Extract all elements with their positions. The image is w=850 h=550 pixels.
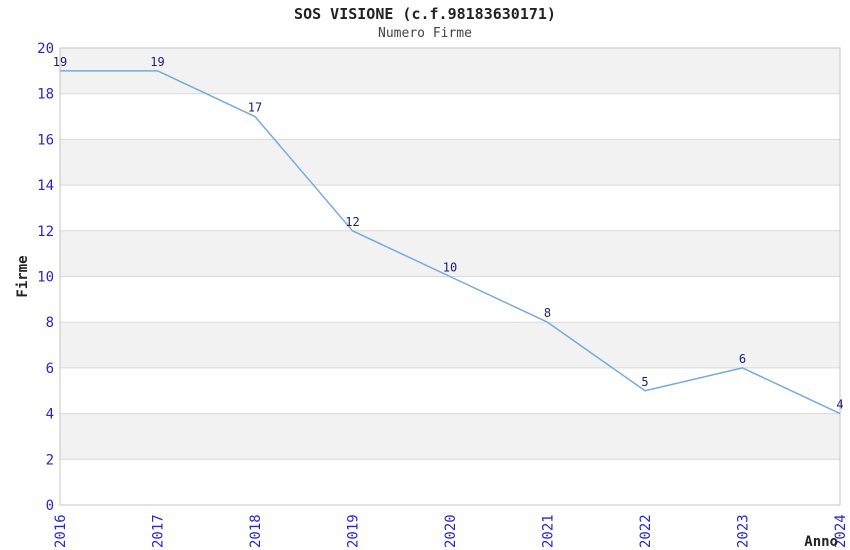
y-tick-label: 14 <box>37 178 54 194</box>
y-tick-label: 2 <box>46 452 54 468</box>
data-label: 10 <box>443 261 457 275</box>
data-label: 12 <box>345 215 359 229</box>
x-tick-label: 2024 <box>833 514 849 548</box>
x-tick-label: 2016 <box>53 514 69 548</box>
series-line <box>60 70 841 415</box>
plot-band <box>60 230 840 277</box>
y-tick-label: 10 <box>37 270 54 286</box>
plot-band <box>60 139 840 186</box>
y-axis-title: Firme <box>15 255 31 297</box>
y-tick-label: 18 <box>37 87 54 103</box>
data-label: 17 <box>248 101 262 115</box>
data-label: 5 <box>641 375 648 389</box>
x-tick-label: 2023 <box>736 514 752 548</box>
x-tick-label: 2021 <box>541 514 557 548</box>
y-tick-label: 4 <box>46 407 54 423</box>
y-tick-label: 6 <box>46 361 54 377</box>
plot-band <box>60 322 840 368</box>
x-tick-label: 2022 <box>638 514 654 548</box>
plot-border <box>59 47 841 506</box>
y-tick-label: 20 <box>37 41 54 57</box>
y-tick-label: 16 <box>37 132 54 148</box>
plot-band <box>60 413 840 460</box>
x-tick-label: 2017 <box>151 514 167 548</box>
x-tick-label: 2019 <box>346 514 362 548</box>
data-label: 6 <box>739 352 746 366</box>
x-axis-title: Anno <box>804 534 838 550</box>
data-label: 4 <box>836 398 843 412</box>
data-label: 19 <box>150 55 164 69</box>
y-tick-label: 8 <box>46 315 54 331</box>
data-label: 8 <box>544 306 551 320</box>
data-label: 19 <box>53 55 67 69</box>
y-tick-label: 12 <box>37 224 54 240</box>
x-tick-label: 2020 <box>443 514 459 548</box>
y-tick-label: 0 <box>46 498 54 514</box>
plot-band <box>60 48 840 94</box>
chart-subtitle: Numero Firme <box>378 26 472 41</box>
x-tick-label: 2018 <box>248 514 264 548</box>
chart-title: SOS VISIONE (c.f.98183630171) <box>294 5 556 23</box>
